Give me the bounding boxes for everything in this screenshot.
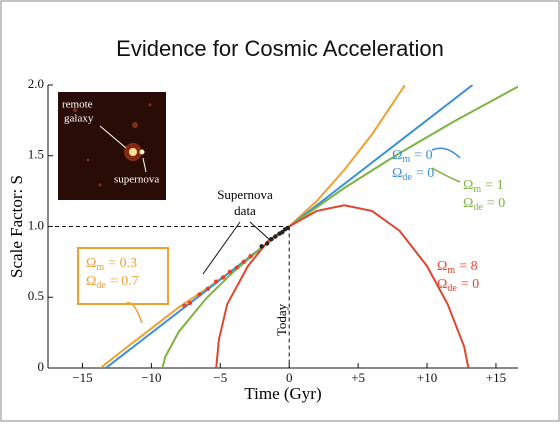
- label-symbol: Ω: [392, 166, 402, 181]
- label-text: = 0: [487, 196, 505, 211]
- supernova-dot: [139, 149, 145, 155]
- label-symbol: Ω: [437, 277, 447, 292]
- supernova-point: [259, 244, 264, 249]
- series-label: Ωm = 1: [463, 178, 504, 195]
- y-tick-label: 1.5: [28, 147, 44, 162]
- supernova-label: data: [234, 203, 256, 218]
- label-text: = 0: [414, 148, 432, 163]
- x-tick-label: −5: [213, 370, 227, 385]
- x-tick-label: −15: [72, 370, 92, 385]
- supernova-point: [220, 275, 226, 280]
- x-tick-label: −10: [141, 370, 161, 385]
- label-arrow: [124, 302, 143, 324]
- label-sub: m: [96, 262, 104, 273]
- today-label: Today: [274, 303, 289, 336]
- label-sub: m: [473, 184, 481, 195]
- label-text: = 8: [459, 259, 477, 274]
- series-label: Ωde = 0: [437, 277, 479, 294]
- star: [73, 108, 77, 112]
- inset-label: supernova: [114, 174, 159, 186]
- label-arrow: [431, 167, 461, 183]
- label-sub: de: [473, 202, 483, 213]
- supernova-point: [234, 265, 240, 270]
- x-axis-label: Time (Gyr): [244, 384, 321, 403]
- star: [98, 183, 102, 187]
- supernova-point: [213, 279, 219, 284]
- star: [148, 103, 152, 107]
- pointer: [202, 221, 241, 275]
- star: [86, 158, 90, 162]
- inset-image: remote galaxy supernova: [58, 92, 166, 200]
- y-tick-label: 1.0: [28, 217, 44, 232]
- supernova-point: [264, 241, 270, 246]
- label-symbol: Ω: [86, 256, 96, 271]
- label-text: = 1: [485, 178, 503, 193]
- label-arrow: [431, 147, 461, 159]
- supernova-point: [197, 292, 202, 297]
- supernova-point: [227, 269, 233, 274]
- label-sub: m: [402, 154, 410, 165]
- y-tick-label: 0: [38, 359, 45, 374]
- supernova-point: [205, 286, 211, 291]
- supernova-point: [241, 259, 246, 265]
- series-label: Ωm = 0: [392, 148, 433, 165]
- label-symbol: Ω: [463, 196, 473, 211]
- supernova-point: [269, 237, 274, 242]
- star: [132, 122, 138, 128]
- x-tick-label: +5: [351, 370, 365, 385]
- x-tick-label: +10: [417, 370, 437, 385]
- inset-label: galaxy: [64, 113, 94, 125]
- x-tick-label: 0: [286, 370, 293, 385]
- supernova-label: Supernova: [217, 187, 273, 202]
- label-symbol: Ω: [86, 274, 96, 289]
- series-line: [215, 204, 470, 368]
- label-symbol: Ω: [463, 178, 473, 193]
- inset-pointer: [142, 157, 147, 173]
- label-sub: de: [402, 172, 412, 183]
- label-text: = 0.3: [108, 256, 137, 271]
- y-tick-label: 2.0: [28, 76, 44, 91]
- series-label: Ωm = 8: [437, 259, 478, 276]
- supernova-point: [187, 300, 193, 306]
- label-symbol: Ω: [392, 148, 402, 163]
- y-axis-label: Scale Factor: S: [7, 175, 26, 278]
- supernova-point: [273, 234, 278, 239]
- series-label: Ωm = 0.3: [86, 256, 137, 273]
- label-sub: de: [96, 280, 106, 291]
- series-label: Ωde = 0.7: [86, 274, 139, 291]
- supernova-point: [182, 303, 187, 308]
- label-text: = 0.7: [110, 274, 139, 289]
- label-symbol: Ω: [437, 259, 447, 274]
- supernova-point: [280, 229, 285, 235]
- series-label: Ωde = 0: [392, 166, 434, 183]
- supernova-point: [248, 254, 253, 259]
- label-text: = 0: [461, 277, 479, 292]
- label-text: = 0: [416, 166, 434, 181]
- series-label: Ωde = 0: [463, 196, 505, 213]
- inset-label: remote: [62, 99, 93, 111]
- label-sub: m: [447, 265, 455, 276]
- pointer: [249, 221, 271, 241]
- y-tick-label: 0.5: [28, 288, 44, 303]
- chart-title: Evidence for Cosmic Acceleration: [116, 36, 444, 61]
- galaxy-core: [129, 148, 137, 156]
- supernova-point: [285, 225, 291, 231]
- label-box: [77, 247, 169, 305]
- x-tick-label: +15: [486, 370, 506, 385]
- inset-pointer: [99, 125, 127, 149]
- label-sub: de: [447, 283, 457, 294]
